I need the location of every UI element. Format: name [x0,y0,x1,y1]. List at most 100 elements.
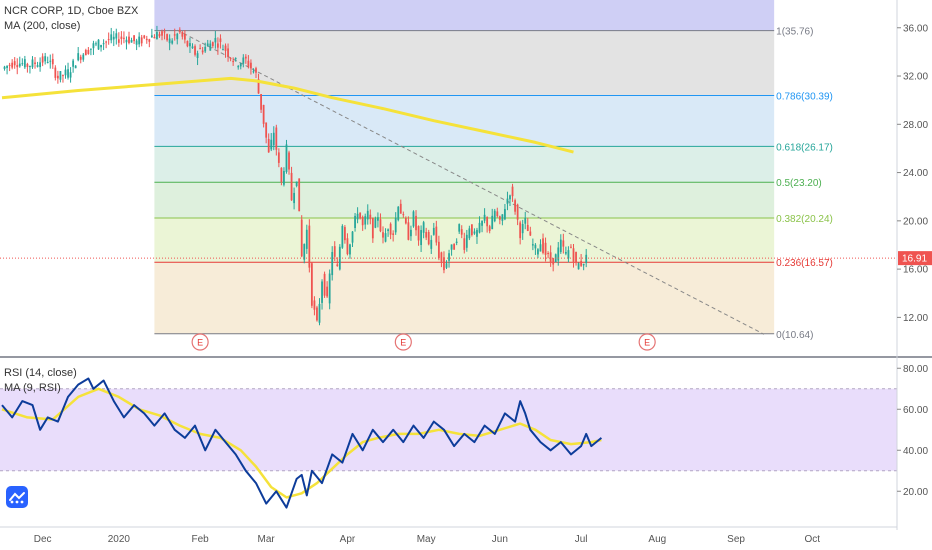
candle[interactable] [468,228,471,239]
candle[interactable] [69,72,72,78]
candle[interactable] [412,211,415,227]
candle[interactable] [519,222,522,239]
candle[interactable] [163,31,166,33]
candle[interactable] [59,71,62,80]
candle[interactable] [430,239,433,249]
candle[interactable] [321,281,323,303]
candle[interactable] [117,39,120,43]
candle[interactable] [176,33,179,40]
candle[interactable] [303,244,306,260]
candle[interactable] [379,219,382,232]
candle[interactable] [95,43,97,45]
candle[interactable] [77,53,80,61]
candle[interactable] [229,58,232,60]
ma200-line[interactable] [1,76,574,154]
candle[interactable] [564,251,567,254]
candle[interactable] [333,246,336,257]
candle[interactable] [46,61,49,63]
candle[interactable] [272,132,275,146]
tradingview-logo-icon[interactable] [6,486,28,508]
candle[interactable] [384,233,387,242]
candle[interactable] [92,43,95,49]
candle[interactable] [82,54,85,60]
candle[interactable] [374,218,377,228]
candle[interactable] [377,217,379,221]
candle[interactable] [186,41,189,47]
candle[interactable] [420,230,422,246]
candle[interactable] [341,225,344,248]
candle[interactable] [465,234,468,248]
candle[interactable] [135,40,138,45]
candle[interactable] [74,65,77,69]
candle[interactable] [265,122,268,138]
candle[interactable] [11,62,14,68]
candle[interactable] [128,36,130,44]
candle[interactable] [87,49,90,54]
candle[interactable] [458,224,461,232]
candle[interactable] [491,215,494,230]
candle[interactable] [582,263,585,266]
candle[interactable] [16,65,19,68]
candle[interactable] [547,253,549,255]
candle[interactable] [437,241,440,259]
candle[interactable] [181,31,184,37]
candle[interactable] [13,61,16,66]
candle[interactable] [382,232,384,238]
candle[interactable] [41,56,44,63]
candle[interactable] [201,50,204,53]
candle[interactable] [39,62,41,68]
candle[interactable] [21,63,24,65]
earnings-marker[interactable]: E [638,333,656,351]
candle[interactable] [371,218,374,239]
candle[interactable] [326,286,329,297]
candle[interactable] [425,232,428,238]
candle[interactable] [422,222,425,233]
candle[interactable] [544,242,547,255]
candle[interactable] [328,273,331,304]
candle[interactable] [250,62,252,69]
candle[interactable] [506,198,509,204]
candle[interactable] [54,67,57,78]
candle[interactable] [143,35,146,38]
candle[interactable] [483,214,486,221]
candle[interactable] [498,216,501,220]
candle[interactable] [206,43,209,47]
candle[interactable] [488,226,491,231]
candle[interactable] [105,41,108,43]
candle[interactable] [49,60,52,62]
candle[interactable] [493,210,496,222]
candle[interactable] [308,225,311,268]
rsi-ma-legend-label[interactable]: MA (9, RSI) [4,382,61,394]
candle[interactable] [280,167,283,183]
candle[interactable] [209,43,212,51]
candle[interactable] [443,257,445,271]
candle[interactable] [102,43,105,45]
candle[interactable] [183,33,186,40]
candle[interactable] [511,186,514,197]
candle[interactable] [336,264,339,266]
candle[interactable] [194,46,196,55]
candle[interactable] [349,244,351,255]
candle[interactable] [288,152,290,170]
candle[interactable] [478,222,481,233]
candle[interactable] [120,36,123,39]
candle[interactable] [295,181,298,186]
candle[interactable] [255,68,257,73]
candle[interactable] [496,211,499,217]
candle[interactable] [112,36,115,40]
candle[interactable] [440,252,443,262]
candle[interactable] [369,214,372,220]
candle[interactable] [283,170,285,185]
candle[interactable] [537,249,539,255]
candle[interactable] [138,36,141,45]
trendline[interactable] [177,29,765,335]
candle[interactable] [247,60,250,67]
candle[interactable] [62,75,64,77]
candle[interactable] [313,300,316,310]
candle[interactable] [432,227,435,235]
candle[interactable] [156,32,158,40]
candle[interactable] [359,212,362,219]
candle[interactable] [252,71,255,73]
candle[interactable] [26,63,29,68]
candle[interactable] [346,238,349,255]
